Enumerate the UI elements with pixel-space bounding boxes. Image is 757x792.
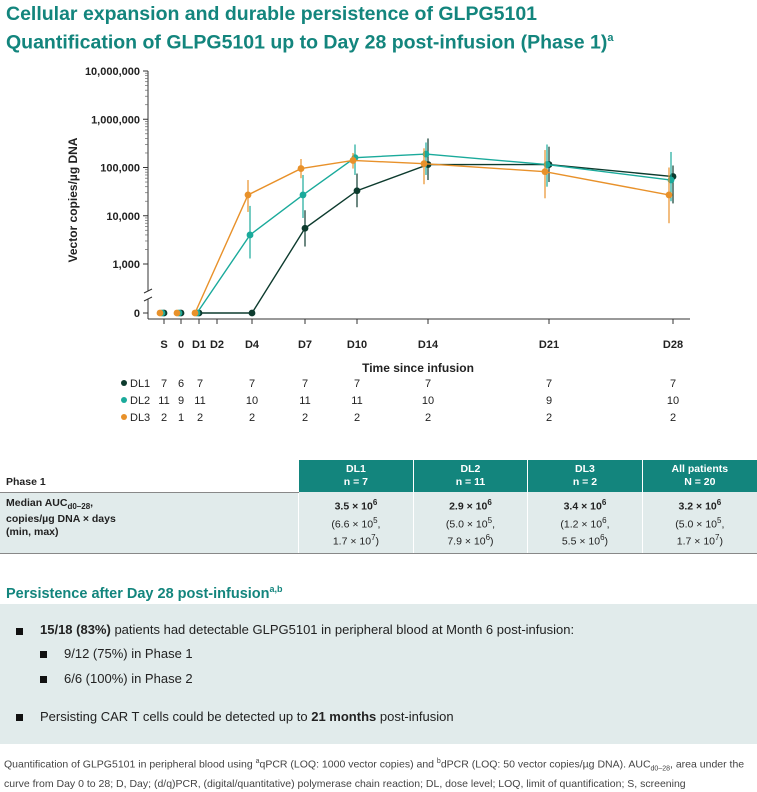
n-count-dl1: 6: [178, 378, 184, 390]
n-count-dl2: 11: [194, 395, 205, 407]
title-line-2: Quantification of GLPG5101 up to Day 28 …: [6, 31, 614, 54]
n-count-dl1: 7: [302, 378, 308, 390]
col-header-dl3: DL3 n = 2: [527, 460, 643, 492]
x-tick-label: D28: [663, 339, 683, 351]
title-line-1: Cellular expansion and durable persisten…: [6, 3, 538, 25]
page-title: Cellular expansion and durable persisten…: [6, 2, 751, 55]
n-count-dl2: 11: [158, 395, 169, 407]
n-count-dl2: 10: [246, 395, 258, 407]
y-tick-label: 0: [134, 308, 140, 320]
auc-summary-table: Phase 1 DL1 n = 7 DL2 n = 11 DL3 n = 2 All …: [0, 460, 757, 554]
cell-all: 3.2 × 106 (5.0 × 105, 1.7 × 107): [641, 492, 757, 554]
row-label: Median AUCd0–28, copies/µg DNA × days (m…: [0, 492, 299, 554]
data-point-dl3: [349, 157, 357, 164]
n-count-dl2: 10: [422, 395, 434, 407]
data-point-dl3: [244, 191, 252, 199]
data-point-dl3: [541, 168, 549, 176]
cell-dl1: 3.5 × 106 (6.6 × 105, 1.7 × 107): [298, 492, 414, 554]
n-count-dl3: 2: [161, 412, 167, 424]
x-tick-label: D2: [210, 339, 224, 351]
x-tick-label: D1: [192, 339, 206, 351]
data-point-dl1: [301, 224, 309, 232]
series-line-dl2: [196, 153, 672, 314]
col-header-dl1: DL1 n = 7: [298, 460, 414, 492]
n-count-dl3: 2: [670, 412, 676, 424]
x-tick-label: S: [160, 339, 167, 351]
bullet-square-icon: [40, 676, 47, 683]
bullet-square-icon: [16, 714, 23, 721]
n-count-dl1: 7: [161, 378, 167, 390]
y-tick-label: 100,000: [100, 163, 140, 175]
x-tick-label: 0: [178, 339, 184, 351]
data-point-dl3: [297, 165, 305, 172]
n-count-dl3: 2: [546, 412, 552, 424]
y-tick-label: 10,000: [106, 211, 140, 223]
bullet-square-icon: [16, 628, 23, 635]
col-header-all: All patients N = 20: [641, 460, 757, 492]
y-tick-label: 1,000: [112, 259, 140, 271]
data-point-dl2: [246, 231, 254, 239]
n-count-dl3: 2: [354, 412, 360, 424]
data-point-dl3: [156, 309, 164, 317]
data-point-dl3: [420, 160, 428, 168]
x-tick-label: D14: [418, 339, 439, 351]
n-count-dl2: 10: [667, 395, 679, 407]
y-axis-title: Vector copies/µg DNA: [66, 137, 80, 262]
n-count-dl1: 7: [249, 378, 255, 390]
axis-break-mark: [143, 288, 153, 294]
n-count-dl3: 2: [302, 412, 308, 424]
n-count-dl3: 2: [249, 412, 255, 424]
bullet-square-icon: [40, 651, 47, 658]
data-point-dl3: [191, 309, 199, 317]
legend-label-dl3: DL3: [130, 412, 150, 424]
n-count-dl3: 2: [197, 412, 203, 424]
cell-dl3: 3.4 × 106 (1.2 × 106, 5.5 × 106): [527, 492, 643, 554]
n-count-dl3: 2: [425, 412, 431, 424]
table-row: Median AUCd0–28, copies/µg DNA × days (m…: [0, 492, 757, 554]
legend-marker-dl3: [121, 414, 127, 420]
bullet-1: 15/18 (83%) patients had detectable GLPG…: [40, 622, 575, 637]
n-count-dl1: 7: [354, 378, 360, 390]
persistence-box: 15/18 (83%) patients had detectable GLPG…: [0, 604, 757, 744]
data-point-dl1: [353, 187, 361, 195]
x-tick-label: D10: [347, 339, 367, 351]
sub-bullet-1: 9/12 (75%) in Phase 1: [64, 646, 193, 661]
data-point-dl1: [248, 309, 256, 317]
data-point-dl2: [299, 191, 307, 199]
legend-marker-dl1: [121, 380, 127, 386]
series-line-dl1: [199, 163, 674, 314]
n-count-dl1: 7: [425, 378, 431, 390]
data-point-dl3: [173, 309, 181, 317]
n-count-dl2: 9: [546, 395, 552, 407]
y-tick-label: 1,000,000: [91, 114, 140, 126]
n-count-dl2: 9: [178, 395, 184, 407]
data-point-dl3: [665, 191, 673, 199]
n-count-dl3: 1: [178, 412, 184, 424]
phase-header: Phase 1: [0, 460, 299, 493]
y-tick-label: 10,000,000: [85, 66, 140, 78]
cell-dl2: 2.9 × 106 (5.0 × 105, 7.9 × 106): [412, 492, 528, 554]
n-count-dl1: 7: [197, 378, 203, 390]
n-count-dl1: 7: [670, 378, 676, 390]
axis-break-mark: [143, 296, 153, 302]
legend-label-dl1: DL1: [130, 378, 150, 390]
sub-bullet-2: 6/6 (100%) in Phase 2: [64, 671, 193, 686]
col-header-dl2: DL2 n = 11: [412, 460, 528, 492]
n-count-dl2: 11: [351, 395, 362, 407]
footnote: Quantification of GLPG5101 in peripheral…: [4, 758, 745, 790]
n-count-dl1: 7: [546, 378, 552, 390]
legend-marker-dl2: [121, 397, 127, 403]
x-tick-label: D21: [539, 339, 559, 351]
persistence-heading: Persistence after Day 28 post-infusiona,…: [6, 584, 283, 602]
bullet-2: Persisting CAR T cells could be detected…: [40, 709, 454, 724]
x-axis-title: Time since infusion: [362, 361, 474, 375]
x-tick-label: D7: [298, 339, 312, 351]
legend-label-dl2: DL2: [130, 395, 150, 407]
x-tick-label: D4: [245, 339, 260, 351]
n-count-dl2: 11: [299, 395, 310, 407]
